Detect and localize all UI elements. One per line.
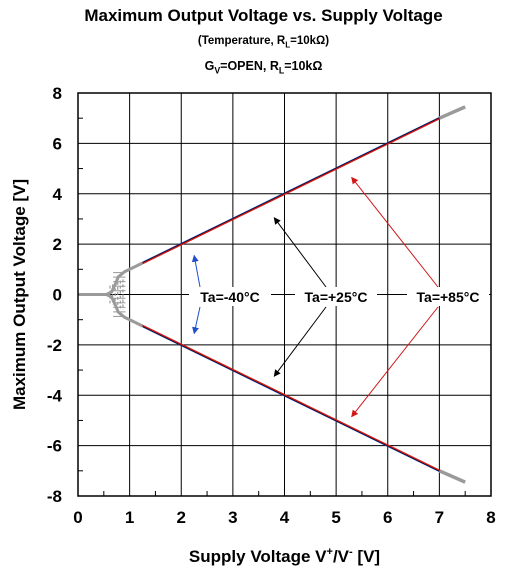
cond-suffix: =10kΩ bbox=[284, 59, 323, 73]
x-tick-label: 7 bbox=[435, 508, 444, 527]
annotation-label-bg bbox=[295, 287, 377, 306]
plot-frame bbox=[77, 92, 492, 497]
x-tick-label: 8 bbox=[486, 508, 495, 527]
minor-ticks bbox=[78, 117, 466, 496]
low-supply-trace-high bbox=[78, 261, 144, 296]
y-tick-label: 4 bbox=[53, 185, 63, 204]
low-supply-trace-low bbox=[105, 293, 144, 328]
cond-g: G bbox=[204, 59, 215, 73]
y-axis-label: Maximum Output Voltage [V] bbox=[10, 179, 29, 410]
cond-g-sub: V bbox=[214, 65, 221, 76]
chart-subtitle: (Temperature, RL=10kΩ) bbox=[0, 35, 527, 49]
annotation-label-bg bbox=[407, 287, 489, 306]
series-line-high bbox=[142, 118, 440, 265]
high-supply-trace-low bbox=[438, 469, 466, 484]
annotation-arrow bbox=[273, 217, 327, 288]
annotations: Ta=-40°C Ta=+25°C Ta=+85°C bbox=[189, 176, 489, 418]
xlabel-sup2: - bbox=[349, 546, 353, 558]
y-tick-label: -6 bbox=[47, 437, 62, 456]
annotation-label: Ta=+25°C bbox=[305, 289, 368, 305]
y-tick-label: 2 bbox=[53, 235, 62, 254]
y-tick-label: 6 bbox=[53, 134, 62, 153]
y-tick-label: 0 bbox=[53, 286, 62, 305]
x-tick-label: 1 bbox=[125, 508, 134, 527]
y-tick-label: -8 bbox=[47, 487, 62, 506]
annotation-arrow bbox=[273, 306, 327, 377]
x-tick-label: 3 bbox=[228, 508, 237, 527]
cond-mid: =OPEN, R bbox=[220, 59, 279, 73]
series-line-low bbox=[142, 324, 440, 471]
x-axis-label: Supply Voltage V+/V- [V] bbox=[189, 546, 380, 566]
subtitle-prefix: (Temperature, R bbox=[197, 35, 286, 47]
xlabel-slash: /V bbox=[333, 547, 350, 566]
annotation-arrow bbox=[191, 254, 201, 288]
annotation-label-bg bbox=[189, 287, 271, 306]
tick-labels: 0 1 2 3 4 5 6 7 8 8 6 4 2 0 -2 -4 -6 -8 bbox=[47, 84, 496, 527]
subtitle-sub: L bbox=[285, 40, 291, 50]
y-tick-label: -4 bbox=[47, 386, 63, 405]
x-tick-label: 0 bbox=[73, 508, 82, 527]
subtitle-suffix: =10kΩ) bbox=[290, 35, 330, 47]
chart-title: Maximum Output Voltage vs. Supply Voltag… bbox=[84, 6, 443, 25]
x-tick-label: 4 bbox=[280, 508, 290, 527]
annotation-arrow bbox=[351, 306, 439, 418]
annotation-label: Ta=-40°C bbox=[200, 289, 259, 305]
high-supply-trace-high bbox=[438, 105, 466, 120]
cond-r-sub: L bbox=[278, 65, 285, 76]
grid bbox=[78, 93, 491, 496]
xlabel-sup1: + bbox=[327, 546, 333, 558]
x-tick-label: 5 bbox=[331, 508, 340, 527]
x-tick-label: 6 bbox=[383, 508, 392, 527]
x-tick-label: 2 bbox=[177, 508, 186, 527]
annotation-arrow bbox=[192, 306, 201, 335]
traces bbox=[78, 105, 466, 484]
xlabel-unit: [V] bbox=[353, 547, 380, 566]
annotation-label: Ta=+85°C bbox=[417, 289, 480, 305]
xlabel-main: Supply Voltage V bbox=[189, 547, 327, 566]
y-tick-label: -2 bbox=[47, 336, 62, 355]
chart-conditions: GV=OPEN, RL=10kΩ bbox=[0, 59, 527, 76]
y-tick-label: 8 bbox=[53, 84, 62, 103]
annotation-arrow bbox=[351, 176, 439, 288]
